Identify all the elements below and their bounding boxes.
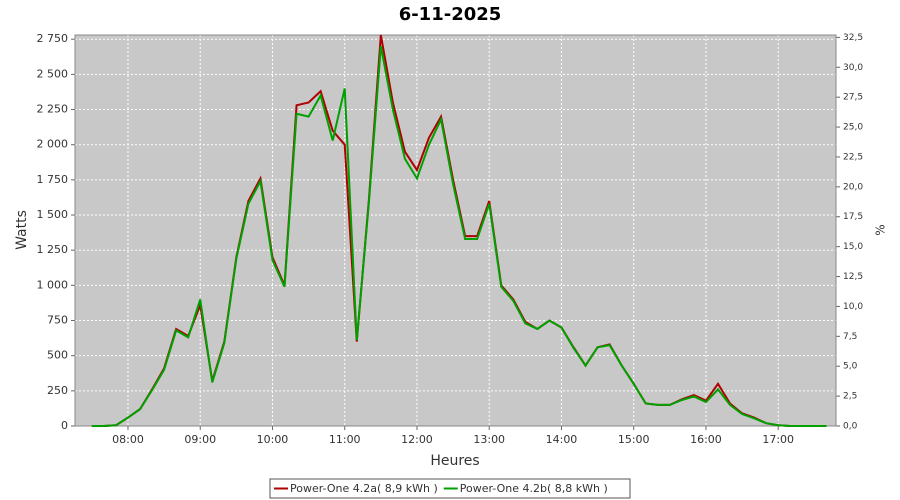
- y-tick-label: 1 250: [37, 243, 69, 256]
- legend-label: Power-One 4.2b( 8,8 kWh ): [460, 482, 608, 495]
- y-tick-label: 250: [47, 384, 68, 397]
- x-tick-label: 15:00: [618, 433, 650, 446]
- y-tick-label: 500: [47, 349, 68, 362]
- y2-tick-label: 7,5: [843, 332, 857, 342]
- x-tick-label: 09:00: [184, 433, 216, 446]
- chart-title: 6-11-2025: [399, 4, 502, 25]
- y2-tick-label: 10,0: [843, 302, 863, 312]
- x-tick-label: 11:00: [329, 433, 361, 446]
- y2-tick-label: 27,5: [843, 93, 863, 103]
- y-tick-label: 2 750: [37, 32, 69, 45]
- x-tick-label: 14:00: [546, 433, 578, 446]
- series-line: [91, 46, 827, 427]
- y-tick-label: 1 000: [37, 278, 69, 291]
- y-tick-label: 2 250: [37, 103, 69, 116]
- x-tick-label: 17:00: [762, 433, 794, 446]
- x-tick-label: 08:00: [112, 433, 144, 446]
- y2-tick-label: 12,5: [843, 272, 863, 282]
- y2-tick-label: 2,5: [843, 392, 857, 402]
- y2-axis-label: %: [874, 224, 888, 235]
- y2-tick-label: 5,0: [843, 362, 858, 372]
- x-tick-label: 13:00: [473, 433, 505, 446]
- y2-tick-label: 25,0: [843, 123, 863, 133]
- x-tick-label: 12:00: [401, 433, 433, 446]
- x-axis-label: Heures: [430, 453, 479, 469]
- y2-tick-label: 22,5: [843, 152, 863, 162]
- plot-border: [74, 34, 837, 427]
- y2-tick-label: 15,0: [843, 242, 863, 252]
- x-tick-label: 10:00: [257, 433, 289, 446]
- y-tick-label: 750: [47, 314, 68, 327]
- y-tick-label: 0: [61, 419, 68, 432]
- y2-tick-label: 20,0: [843, 182, 863, 192]
- y2-tick-label: 30,0: [843, 63, 863, 73]
- y2-tick-label: 17,5: [843, 212, 863, 222]
- x-tick-label: 16:00: [690, 433, 722, 446]
- y2-tick-label: 32,5: [843, 33, 863, 43]
- y-tick-label: 1 750: [37, 173, 69, 186]
- y-tick-label: 1 500: [37, 208, 69, 221]
- y-tick-label: 2 500: [37, 67, 69, 80]
- plot-area: [75, 35, 836, 426]
- y2-tick-label: 0,0: [843, 422, 858, 432]
- legend-label: Power-One 4.2a( 8,9 kWh ): [290, 482, 438, 495]
- y-axis-label: Watts: [14, 210, 30, 250]
- y-tick-label: 2 000: [37, 138, 69, 151]
